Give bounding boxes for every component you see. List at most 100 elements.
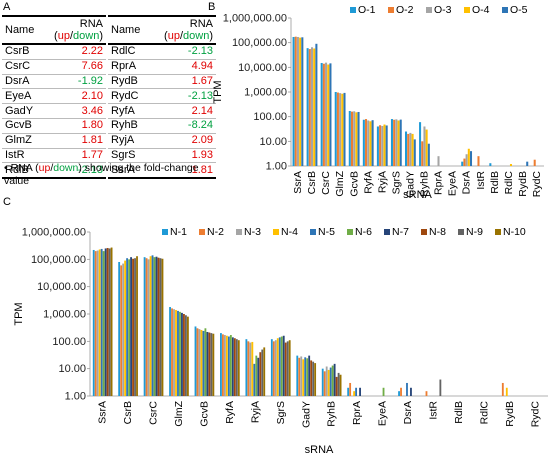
y-tick-label: 10.00 <box>58 363 86 375</box>
bar <box>272 341 275 396</box>
bar <box>339 93 342 166</box>
bar <box>153 257 156 396</box>
legend-label: O-2 <box>396 4 414 16</box>
bar <box>231 337 234 396</box>
bar <box>132 258 134 396</box>
fold-change-cell: 1.81 <box>150 162 216 180</box>
bar <box>341 93 344 166</box>
y-tick-label: 1.00 <box>65 391 86 403</box>
fold-change-cell: 1.77 <box>42 148 106 164</box>
bar <box>198 329 201 396</box>
legend-label: O-3 <box>434 4 452 16</box>
header-name: Name <box>108 15 151 45</box>
bar <box>379 125 382 166</box>
bar <box>347 387 350 396</box>
bar <box>169 307 171 396</box>
bar <box>220 333 222 396</box>
panel-a: A Name RNA (up/down) CsrB 2.22 CsrC 7.66 Dsr… <box>0 0 218 200</box>
bar <box>385 125 388 166</box>
bar <box>263 347 266 396</box>
x-tick-label: SsrA <box>292 171 304 194</box>
bar <box>400 387 402 396</box>
fold-change-table-left: Name RNA (up/down) CsrB 2.22 CsrC 7.66 DsrA -… <box>2 15 106 180</box>
fold-change-cell: 1.93 <box>150 148 216 164</box>
y-tick-label: 10.00 <box>259 136 287 148</box>
x-tick-label: RydC <box>531 171 543 198</box>
srna-name-cell: RyfA <box>108 103 151 119</box>
bar <box>465 154 468 166</box>
table-row: CsrC 7.66 <box>2 59 106 75</box>
legend-swatch <box>310 229 316 235</box>
bar <box>310 47 314 166</box>
legend-label: O-5 <box>510 4 528 16</box>
bar <box>355 387 358 396</box>
bar <box>298 357 301 396</box>
bar <box>350 111 354 166</box>
bar <box>179 311 181 396</box>
bar <box>419 122 422 166</box>
bar <box>381 125 384 166</box>
header-paren-open: ( <box>54 30 58 42</box>
x-tick-label: RyjA <box>249 401 261 423</box>
bar <box>247 341 250 396</box>
bar <box>96 250 99 396</box>
bar <box>161 258 164 396</box>
bar <box>397 120 400 166</box>
bar <box>315 43 318 167</box>
x-tick-label: GcvB <box>199 401 211 427</box>
bar <box>296 355 299 396</box>
bar <box>383 124 386 166</box>
bar <box>227 336 230 396</box>
table-row: RyhB -8.24 <box>108 118 216 134</box>
bar <box>393 119 396 166</box>
bar <box>147 259 150 396</box>
legend-swatch <box>502 7 508 13</box>
bar <box>362 119 365 166</box>
bar <box>143 257 146 396</box>
srna-name-cell: RdlB <box>2 162 43 180</box>
bar <box>404 131 408 166</box>
fold-change-cell: -8.24 <box>150 118 216 134</box>
srna-name-cell: DsrA <box>2 74 43 90</box>
legend-label: N-10 <box>503 226 526 238</box>
legend-swatch <box>388 7 394 13</box>
legend-label: N-9 <box>466 226 483 238</box>
fold-change-cell: 2.10 <box>42 88 106 105</box>
bar <box>225 335 228 396</box>
header-up: up <box>57 30 70 42</box>
legend-swatch <box>273 229 279 235</box>
table-row: RydC -2.13 <box>108 88 216 105</box>
srna-name-cell: RyjA <box>108 133 151 149</box>
x-tick-label: CsrB <box>306 171 318 194</box>
srna-name-cell: GcvB <box>2 118 43 134</box>
bar <box>100 248 103 396</box>
bar <box>308 49 311 166</box>
panel-label-b: B <box>208 1 216 13</box>
table-row: CsrB 2.22 <box>2 44 106 60</box>
bar <box>92 249 95 396</box>
x-tick-label: SgrS <box>275 401 287 424</box>
bar <box>130 257 132 396</box>
bar <box>339 374 342 396</box>
bar <box>327 369 330 396</box>
bar <box>126 258 129 396</box>
x-tick-label: RydC <box>529 401 541 428</box>
bar <box>171 308 173 396</box>
bar <box>314 363 317 396</box>
bar <box>104 248 107 396</box>
x-axis-title: sRNA <box>403 189 432 200</box>
srna-name-cell: RydC <box>108 88 151 105</box>
bar <box>469 151 473 166</box>
bar <box>278 337 281 396</box>
bar <box>249 342 252 396</box>
bar <box>489 163 492 166</box>
srna-name-cell: SgrS <box>108 148 151 164</box>
bar <box>427 143 430 166</box>
fold-change-cell: 2.14 <box>150 103 216 119</box>
x-tick-label: RyfA <box>224 401 236 424</box>
bar <box>181 312 183 396</box>
bar <box>312 361 315 396</box>
bar <box>300 356 303 396</box>
bar <box>120 265 123 396</box>
table-row: RprA 4.94 <box>108 59 216 75</box>
